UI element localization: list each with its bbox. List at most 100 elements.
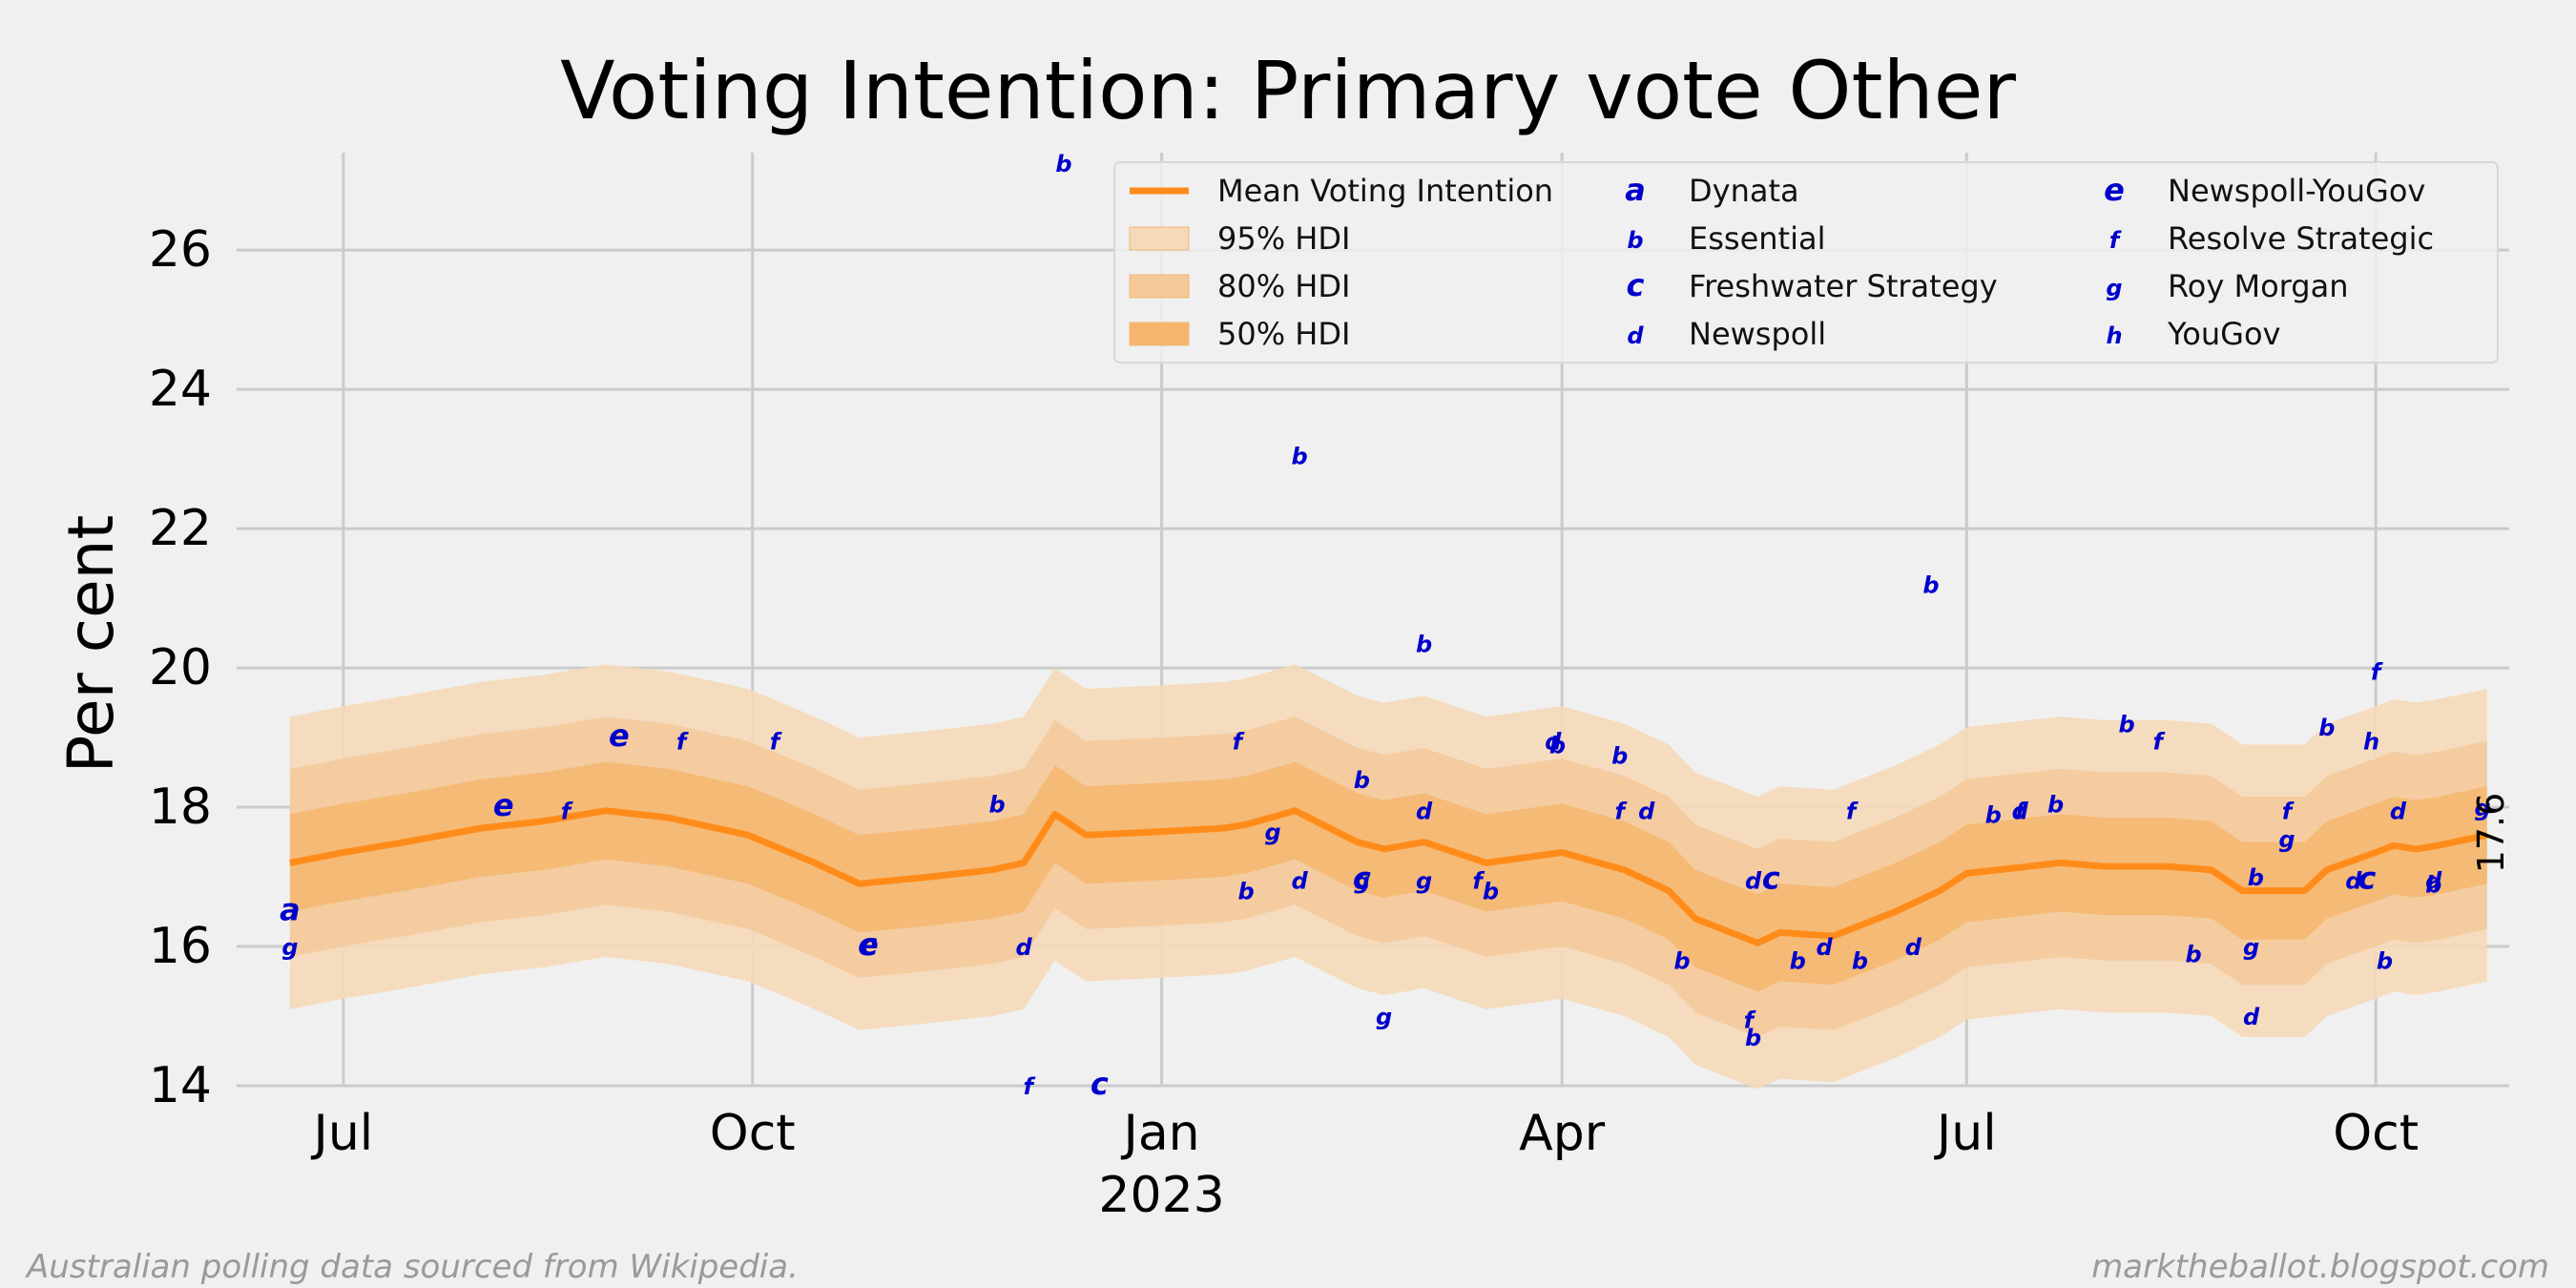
- poll-marker-d: d: [1416, 799, 1433, 825]
- poll-marker-b: b: [2047, 791, 2064, 818]
- legend-label: Mean Voting Intention: [1217, 173, 1553, 209]
- poll-marker-f: f: [2015, 799, 2027, 825]
- poll-marker-b: b: [1673, 948, 1690, 975]
- poll-marker-b: b: [2119, 711, 2135, 737]
- legend-label: Dynata: [1689, 173, 1799, 209]
- poll-marker-b: b: [1483, 879, 1499, 905]
- y-tick-label: 24: [149, 361, 212, 418]
- x-tick-label: Jul: [1934, 1105, 1997, 1162]
- poll-marker-g: g: [1416, 868, 1432, 895]
- y-axis-label: Per cent: [54, 515, 128, 774]
- poll-marker-d: d: [1291, 868, 1308, 895]
- legend-label: Newspoll: [1689, 316, 1826, 352]
- poll-marker-d: d: [1545, 729, 1562, 756]
- legend-marker-d: d: [1627, 322, 1644, 349]
- poll-marker-c: c: [1353, 861, 1371, 897]
- poll-marker-f: f: [1846, 799, 1859, 825]
- poll-marker-g: g: [1376, 1004, 1392, 1030]
- poll-marker-f: f: [561, 799, 573, 825]
- legend: Mean Voting Intention 95% HDI 80% HDI 50% H…: [1113, 161, 2499, 364]
- poll-marker-e: e: [609, 717, 630, 754]
- y-tick-label: 14: [149, 1057, 212, 1114]
- legend-label: Freshwater Strategy: [1689, 268, 1998, 304]
- poll-marker-f: f: [2282, 799, 2295, 825]
- poll-marker-b: b: [1852, 948, 1868, 975]
- poll-marker-g: g: [1265, 820, 1281, 846]
- x-tick-label: Oct: [710, 1105, 796, 1162]
- poll-marker-b: b: [1790, 948, 1806, 975]
- poll-marker-c: c: [859, 926, 877, 963]
- poll-marker-c: c: [2358, 861, 2376, 897]
- hdi-bands: [289, 664, 2487, 1090]
- legend-label: Roy Morgan: [2168, 268, 2348, 304]
- y-tick-label: 22: [149, 500, 212, 557]
- end-value-label: 17.6: [2470, 793, 2512, 874]
- mean-voting-intention-line: [289, 807, 2488, 946]
- poll-marker-b: b: [1745, 1025, 1761, 1051]
- y-tick-label: 18: [149, 779, 212, 836]
- poll-marker-h: h: [2363, 729, 2379, 756]
- poll-marker-g: g: [1354, 868, 1370, 895]
- poll-marker-c: c: [1762, 861, 1780, 897]
- poll-marker-f: f: [1472, 868, 1485, 895]
- legend-marker-b: b: [1627, 227, 1643, 254]
- poll-marker-b: b: [1354, 767, 1370, 794]
- poll-marker-b: b: [2318, 715, 2335, 741]
- poll-marker-g: g: [2278, 826, 2295, 853]
- poll-marker-g: g: [281, 934, 298, 961]
- poll-marker-f: f: [1024, 1073, 1036, 1100]
- mean-line-group: [289, 807, 2488, 946]
- legend-swatch-band: [1129, 322, 1190, 346]
- band-50-hdi: [289, 761, 2487, 992]
- legend-swatch-band: [1129, 274, 1190, 299]
- legend-marker-a: a: [1625, 172, 1646, 208]
- poll-marker-d: d: [1905, 934, 1922, 961]
- poll-marker-b: b: [1985, 801, 2002, 828]
- poll-marker-d: d: [2243, 1004, 2260, 1030]
- legend-label: 80% HDI: [1217, 268, 1350, 304]
- poll-marker-d: d: [2390, 799, 2407, 825]
- chart-title: Voting Intention: Primary vote Other: [560, 44, 2016, 137]
- y-tick-label: 20: [149, 639, 212, 696]
- poll-marker-f: f: [1233, 729, 1245, 756]
- poll-marker-f: f: [2153, 729, 2166, 756]
- poll-marker-d: d: [1745, 868, 1762, 895]
- legend-label: 95% HDI: [1217, 220, 1350, 257]
- poll-marker-b: b: [1549, 732, 1566, 758]
- x-tick-label: Apr: [1519, 1105, 1606, 1162]
- poll-marker-b: b: [2377, 948, 2393, 975]
- poll-marker-d: d: [1817, 934, 1834, 961]
- poll-marker-e: e: [493, 787, 514, 823]
- legend-label: 50% HDI: [1217, 316, 1350, 352]
- poll-marker-d: d: [2425, 868, 2442, 895]
- poll-marker-g: g: [2474, 795, 2490, 821]
- poll-marker-d: d: [2345, 868, 2362, 895]
- legend-label: Resolve Strategic: [2168, 220, 2434, 257]
- poll-marker-c: c: [1091, 1066, 1109, 1102]
- legend-label: Newspoll-YouGov: [2168, 173, 2425, 209]
- poll-marker-b: b: [1055, 151, 1071, 177]
- legend-label: Essential: [1689, 220, 1825, 257]
- poll-marker-b: b: [1416, 632, 1432, 658]
- poll-marker-f: f: [770, 729, 782, 756]
- poll-marker-f: f: [2371, 659, 2383, 686]
- y-tick-label: 16: [149, 918, 212, 975]
- poll-marker-a: a: [280, 892, 301, 928]
- legend-label: YouGov: [2167, 316, 2280, 352]
- poll-marker-b: b: [1291, 443, 1307, 469]
- poll-marker-b: b: [1238, 879, 1255, 905]
- footer-source: Australian polling data sourced from Wik…: [27, 1248, 799, 1286]
- poll-marker-d: d: [2012, 799, 2029, 825]
- poll-marker-b: b: [2248, 864, 2264, 891]
- poll-marker-e: e: [858, 926, 879, 963]
- x-tick-label: Jan: [1120, 1105, 1199, 1162]
- poll-marker-b: b: [989, 791, 1006, 818]
- poll-marker-b: b: [1922, 572, 1939, 599]
- poll-marker-f: f: [1614, 799, 1627, 825]
- legend-marker-g: g: [2106, 275, 2122, 301]
- footer-site: marktheballot.blogspot.com: [2091, 1248, 2549, 1286]
- poll-marker-b: b: [2425, 871, 2441, 898]
